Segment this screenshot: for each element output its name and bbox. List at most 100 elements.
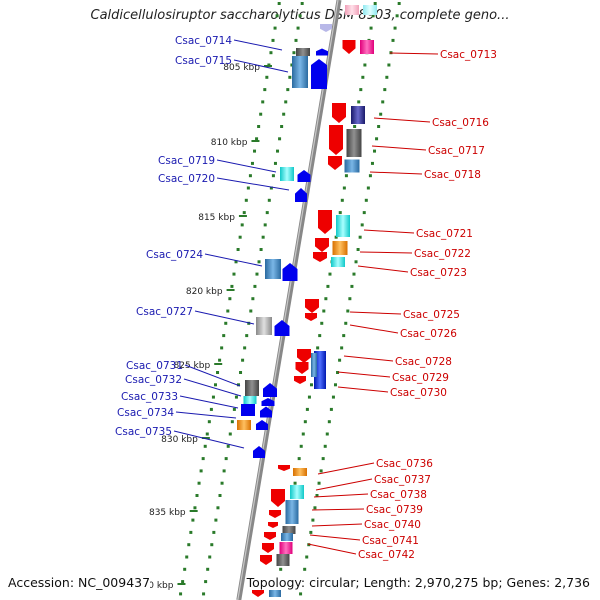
leader-line: [337, 371, 391, 378]
feature-block: [360, 40, 374, 54]
tick-dot: [224, 321, 228, 325]
leader-line: [349, 311, 402, 315]
tick-dot: [211, 395, 215, 399]
forward-gene-arrow: [316, 48, 328, 56]
feature-block: [285, 500, 299, 524]
tick-dot: [352, 272, 356, 276]
tick-dot: [244, 198, 248, 202]
forward-gene-arrow: [261, 398, 275, 406]
leader-line: [337, 386, 389, 393]
gene-label-left: Csac_0724: [146, 249, 203, 261]
feature-block: [344, 159, 360, 173]
tick-dot: [299, 444, 303, 448]
tick-dot: [375, 137, 379, 141]
tick-dot: [245, 334, 249, 338]
feature-block: [265, 259, 281, 279]
feature-block: [336, 215, 350, 237]
tick-dot: [259, 112, 263, 116]
tick-dot: [298, 14, 302, 18]
tick-dot: [311, 518, 315, 522]
feature-block: [276, 554, 290, 566]
reverse-gene-arrow: [315, 238, 329, 252]
tick-dot: [307, 395, 311, 399]
tick-dot: [370, 161, 374, 165]
leader-line: [233, 59, 289, 73]
gene-label-right: Csac_0729: [392, 372, 449, 384]
tick-dot: [232, 407, 236, 411]
feature-block: [245, 380, 259, 396]
leader-line: [216, 177, 290, 191]
tick-dot: [204, 580, 208, 584]
leader-line: [194, 310, 255, 325]
tick-dot: [216, 371, 220, 374]
gene-label-right: Csac_0716: [432, 117, 489, 129]
tick-dot: [290, 63, 294, 67]
backbone-highlight: [237, 0, 339, 600]
tick-dot: [362, 211, 366, 215]
gene-label-right: Csac_0736: [376, 458, 433, 470]
tick-dot: [300, 2, 304, 5]
tick-dot: [253, 149, 257, 153]
tick-dot: [218, 494, 222, 497]
tick-dot: [230, 420, 234, 424]
tick-dot: [261, 235, 265, 239]
tick-dot: [356, 248, 360, 251]
tick-dot: [348, 297, 352, 301]
forward-gene-arrow: [282, 263, 298, 281]
tick-dot: [213, 383, 217, 387]
tick-dot: [383, 88, 387, 92]
reverse-gene-arrow: [271, 489, 285, 507]
feature-block: [282, 526, 296, 534]
reverse-gene-arrow: [305, 313, 317, 321]
tick-dot: [187, 543, 191, 547]
tick-dot: [344, 174, 348, 178]
leader-line: [204, 253, 263, 267]
feature-block: [311, 353, 317, 377]
tick-dot: [325, 432, 329, 436]
tick-dot: [321, 457, 325, 461]
tick-dot: [358, 235, 362, 239]
tick-dot: [286, 88, 290, 92]
tick-dot: [340, 198, 344, 202]
leader-line: [311, 523, 363, 527]
tick-dot: [265, 211, 269, 215]
leader-line: [179, 395, 239, 409]
tick-dot: [368, 174, 372, 178]
tick-dot: [305, 555, 309, 559]
tick-dot: [359, 88, 363, 92]
leader-line: [371, 145, 427, 151]
tick-dot: [305, 407, 309, 411]
gene-label-right: Csac_0740: [364, 519, 421, 531]
label-leader-lines: [173, 39, 439, 555]
gene-label-right: Csac_0723: [410, 267, 467, 279]
tick-dot: [282, 112, 286, 116]
gene-label-right: Csac_0728: [395, 356, 452, 368]
feature-block: [345, 5, 359, 15]
tick-dot: [267, 198, 271, 202]
gene-label-left: Csac_0727: [136, 306, 193, 318]
gene-label-left: Csac_0732: [125, 374, 182, 386]
tick-dot: [307, 543, 311, 547]
reverse-gene-arrow: [260, 555, 272, 565]
leader-line: [369, 171, 423, 175]
tick-dot: [234, 260, 238, 264]
tick-dot: [329, 407, 333, 411]
tick-dot: [381, 100, 385, 104]
leader-line: [389, 52, 439, 55]
tick-dot: [377, 125, 381, 128]
tick-dot: [179, 592, 183, 596]
gene-label-right: Csac_0725: [403, 309, 460, 321]
feature-block: [280, 167, 294, 181]
leader-line: [307, 543, 357, 555]
tick-dot: [323, 444, 327, 448]
tick-dot: [208, 555, 212, 559]
tick-dot: [385, 75, 389, 79]
gene-label-right: Csac_0742: [358, 549, 415, 561]
reverse-gene-arrow: [295, 362, 309, 374]
gene-label-left: Csac_0715: [175, 55, 232, 67]
gene-label-right: Csac_0726: [400, 328, 457, 340]
tick-dot: [218, 358, 222, 362]
gene-label-left: Csac_0719: [158, 155, 215, 167]
tick-dot: [340, 346, 344, 350]
